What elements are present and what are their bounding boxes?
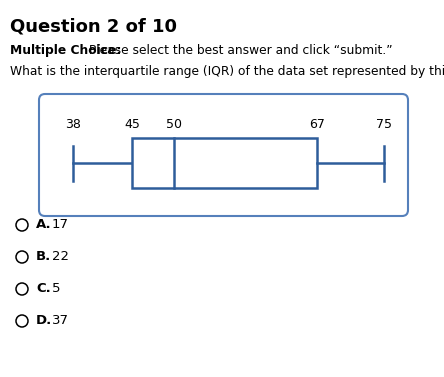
Circle shape [16, 251, 28, 263]
Circle shape [16, 283, 28, 295]
Circle shape [16, 219, 28, 231]
Text: Question 2 of 10: Question 2 of 10 [10, 18, 177, 36]
Text: 50: 50 [166, 118, 182, 131]
Text: B.: B. [36, 250, 51, 264]
FancyBboxPatch shape [39, 94, 408, 216]
Text: 38: 38 [65, 118, 81, 131]
Text: D.: D. [36, 314, 52, 328]
Text: C.: C. [36, 282, 51, 296]
Text: 45: 45 [124, 118, 140, 131]
Text: 5: 5 [52, 282, 60, 296]
Text: Please select the best answer and click “submit.”: Please select the best answer and click … [85, 44, 392, 57]
Text: 17: 17 [52, 219, 69, 231]
Text: 67: 67 [309, 118, 325, 131]
Text: What is the interquartile range (IQR) of the data set represented by this box pl: What is the interquartile range (IQR) of… [10, 65, 444, 78]
Text: Multiple Choice:: Multiple Choice: [10, 44, 121, 57]
Text: 37: 37 [52, 314, 69, 328]
Text: 75: 75 [376, 118, 392, 131]
Text: A.: A. [36, 219, 52, 231]
Bar [132, 138, 317, 188]
Circle shape [16, 315, 28, 327]
Text: 22: 22 [52, 250, 69, 264]
